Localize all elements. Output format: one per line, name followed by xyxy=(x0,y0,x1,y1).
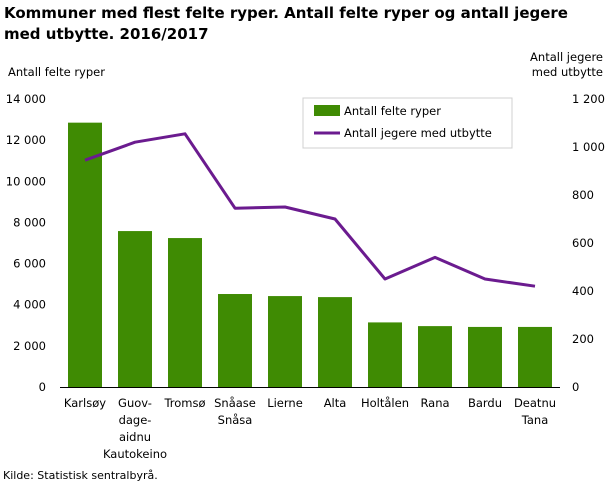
right-tick-label: 600 xyxy=(572,236,594,250)
series-line xyxy=(84,132,536,288)
legend-bar-swatch xyxy=(314,105,340,116)
x-tick-label: Snåase Snåsa xyxy=(214,396,256,427)
left-tick-label: 0 xyxy=(39,380,46,394)
x-tick-label-line: Bardu xyxy=(468,396,502,410)
right-axis-label: Antall jegere med utbytte xyxy=(530,50,603,79)
left-tick-label: 12 000 xyxy=(6,133,46,147)
right-tick-label: 1 000 xyxy=(572,140,605,154)
x-tick-label-line: Alta xyxy=(324,396,347,410)
x-tick-label-line: Tana xyxy=(521,413,549,427)
bar xyxy=(168,238,202,387)
x-tick-label: Guov-dage-aidnu Kautokeino xyxy=(103,396,167,461)
x-tick-label: Holtålen xyxy=(361,396,409,410)
x-tick-label-line: Karlsøy xyxy=(64,396,106,410)
bar-series xyxy=(68,122,552,388)
bar xyxy=(218,294,252,387)
x-tick-label: Lierne xyxy=(267,396,303,410)
x-tick-label-line: Guov- xyxy=(118,396,152,410)
bar xyxy=(318,297,352,387)
right-tick-label: 0 xyxy=(572,380,579,394)
right-tick-label: 400 xyxy=(572,284,594,298)
bar xyxy=(68,122,102,388)
left-tick-label: 2 000 xyxy=(13,339,46,353)
bar xyxy=(368,322,402,387)
x-tick-label-line: dage- xyxy=(119,413,152,427)
x-tick-label-line: aidnu xyxy=(119,430,151,444)
chart-title: Kommuner med flest felte ryper. Antall f… xyxy=(4,4,568,43)
left-axis-label: Antall felte ryper xyxy=(8,65,105,79)
left-tick-label: 10 000 xyxy=(6,174,46,188)
x-tick-label-line: Tromsø xyxy=(163,396,205,410)
x-tick-label-line: Snåase xyxy=(214,396,256,410)
bar xyxy=(118,231,152,387)
x-tick-label: Karlsøy xyxy=(64,396,106,410)
bar xyxy=(468,326,502,387)
right-axis-ticks: 0 200 400 600 800 1 000 1 200 xyxy=(572,92,605,394)
x-axis-labels: Karlsøy Guov-dage-aidnu Kautokeino Tromsø Sn… xyxy=(64,396,556,461)
x-tick-label-line: Deatnu xyxy=(514,396,556,410)
x-tick-label-line: Rana xyxy=(420,396,449,410)
legend-line-label: Antall jegere med utbytte xyxy=(344,126,492,140)
source-note: Kilde: Statistisk sentralbyrå. xyxy=(3,469,158,482)
legend: Antall felte ryper Antall jegere med utb… xyxy=(302,97,513,149)
left-tick-label: 4 000 xyxy=(13,298,46,312)
x-tick-label-line: Holtålen xyxy=(361,396,409,410)
bar xyxy=(518,326,552,387)
right-tick-label: 800 xyxy=(572,188,594,202)
x-tick-label: Tromsø xyxy=(163,396,205,410)
x-tick-label-line: Kautokeino xyxy=(103,447,167,461)
x-tick-label: Deatnu Tana xyxy=(514,396,556,427)
x-tick-label: Bardu xyxy=(468,396,502,410)
x-tick-label-line: Lierne xyxy=(267,396,303,410)
x-tick-label: Alta xyxy=(324,396,347,410)
legend-bar-label: Antall felte ryper xyxy=(344,104,441,118)
bar xyxy=(268,296,302,387)
left-tick-label: 8 000 xyxy=(13,215,46,229)
x-tick-label: Rana xyxy=(420,396,449,410)
line-series xyxy=(84,132,536,288)
x-tick-label-line: Snåsa xyxy=(218,413,253,427)
left-axis-ticks: 0 2 000 4 000 6 000 8 000 10 000 12 000 14 000 xyxy=(6,92,46,394)
left-tick-label: 6 000 xyxy=(13,257,46,271)
right-tick-label: 200 xyxy=(572,332,594,346)
right-tick-label: 1 200 xyxy=(572,92,605,106)
legend-box xyxy=(302,97,513,149)
left-tick-label: 14 000 xyxy=(6,92,46,106)
bar xyxy=(418,326,452,387)
